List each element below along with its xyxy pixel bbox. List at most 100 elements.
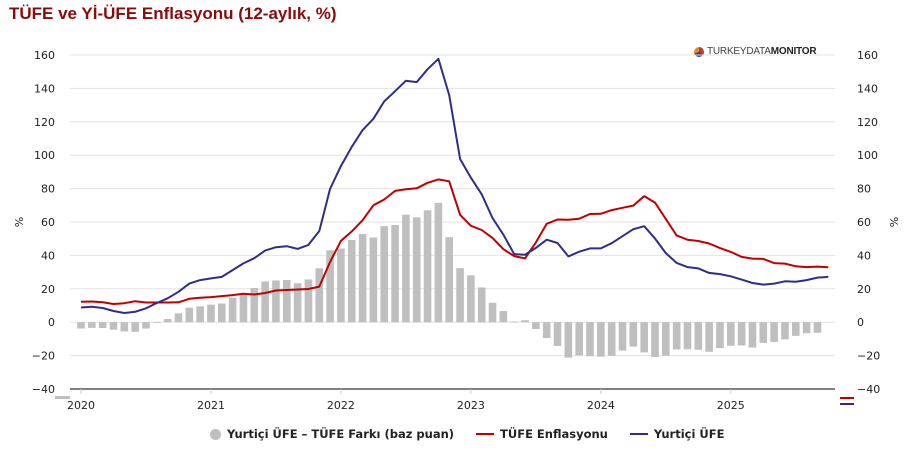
bar <box>337 248 345 323</box>
series-line <box>80 57 829 314</box>
bar <box>737 322 746 346</box>
bar <box>109 322 118 330</box>
y-tick-right: 100 <box>857 149 878 162</box>
legend-item-ufe[interactable]: Yurtiçi ÜFE <box>629 427 725 441</box>
bar <box>250 287 259 323</box>
bar <box>791 322 800 336</box>
chart-title: TÜFE ve Yİ-ÜFE Enflasyonu (12-aylık, %) <box>9 4 337 23</box>
bar <box>802 322 811 334</box>
y-tick-left: 0 <box>48 316 55 329</box>
y-tick-left: 60 <box>41 216 55 229</box>
bar <box>217 303 226 323</box>
bar <box>672 322 681 350</box>
y-tick-right: 140 <box>857 82 878 95</box>
y-tick-right: −20 <box>857 350 880 363</box>
bar <box>467 275 475 323</box>
x-tick-label: 2020 <box>67 399 95 412</box>
legend-label-spread: Yurtiçi ÜFE – TÜFE Farkı (baz puan) <box>227 427 455 441</box>
bar <box>727 322 735 346</box>
y-tick-left: 140 <box>34 82 55 95</box>
bar <box>640 322 648 353</box>
bar <box>564 322 573 358</box>
bar <box>542 322 551 339</box>
y-tick-left: 120 <box>34 116 55 129</box>
bar <box>813 322 822 333</box>
bar <box>293 283 302 323</box>
bar <box>380 226 389 323</box>
bar <box>282 279 291 323</box>
bar <box>131 322 139 332</box>
bar <box>716 322 724 349</box>
bar <box>391 225 399 323</box>
legend-label-ufe: Yurtiçi ÜFE <box>653 427 725 441</box>
bar <box>499 311 508 323</box>
legend-line-blue-icon <box>629 433 648 435</box>
y-tick-right: 40 <box>857 249 871 262</box>
bar <box>261 281 269 323</box>
bar <box>586 322 594 357</box>
bar <box>456 268 464 323</box>
y-tick-right: 0 <box>857 316 864 329</box>
bar <box>142 322 150 329</box>
bar <box>207 304 215 323</box>
y-tick-left: 80 <box>41 183 55 196</box>
y-tick-left: −40 <box>32 383 55 396</box>
bar <box>358 234 367 323</box>
bar <box>239 292 248 323</box>
bar <box>575 322 583 356</box>
bar <box>120 322 129 332</box>
logo-text-light: TURKEYDATA <box>707 46 771 57</box>
bar <box>651 322 659 358</box>
bar <box>315 268 324 323</box>
y-tick-right: 120 <box>857 116 878 129</box>
bar <box>477 287 486 323</box>
bar <box>402 214 410 323</box>
y-tick-left: 160 <box>34 49 55 62</box>
legend-item-spread[interactable]: Yurtiçi ÜFE – TÜFE Farkı (baz puan) <box>210 427 454 441</box>
bar <box>770 322 778 342</box>
chart-legend: Yurtiçi ÜFE – TÜFE Farkı (baz puan) TÜFE… <box>210 427 724 441</box>
y-tick-left: 100 <box>34 149 55 162</box>
bar <box>153 322 161 323</box>
bar <box>434 202 443 323</box>
bar <box>759 322 768 343</box>
x-tick-label: 2021 <box>197 399 225 412</box>
legend-label-tufe: TÜFE Enflasyonu <box>500 427 608 441</box>
bar <box>488 302 497 323</box>
y-axis-unit-right: % <box>887 217 900 227</box>
scroll-handle[interactable] <box>55 396 70 399</box>
bar <box>98 322 107 329</box>
x-tick-label: 2024 <box>587 399 615 412</box>
legend-item-tufe[interactable]: TÜFE Enflasyonu <box>476 427 608 441</box>
bar <box>607 322 616 356</box>
bar <box>532 322 540 330</box>
y-tick-right: 160 <box>857 49 878 62</box>
y-tick-left: 40 <box>41 249 55 262</box>
y-tick-right: 60 <box>857 216 871 229</box>
x-tick-label: 2023 <box>457 399 485 412</box>
bar <box>553 322 562 346</box>
bar <box>629 322 638 347</box>
bar <box>228 297 237 323</box>
globe-icon <box>694 46 704 57</box>
bar <box>369 237 378 323</box>
y-axis-unit-left: % <box>13 217 26 227</box>
bar <box>88 322 96 328</box>
bar <box>77 322 85 329</box>
bar <box>445 237 454 323</box>
y-tick-right: 80 <box>857 183 871 196</box>
bar <box>781 322 789 340</box>
bar <box>174 313 183 323</box>
bar <box>618 322 627 351</box>
bar <box>163 319 172 323</box>
bar <box>326 250 334 323</box>
bar <box>510 321 518 323</box>
x-tick-label: 2022 <box>327 399 355 412</box>
bar <box>521 320 529 323</box>
flag-icon <box>840 397 854 405</box>
logo-text-bold: MONITOR <box>770 46 817 57</box>
bar <box>412 217 421 323</box>
bar <box>272 280 280 323</box>
bar <box>185 307 194 323</box>
